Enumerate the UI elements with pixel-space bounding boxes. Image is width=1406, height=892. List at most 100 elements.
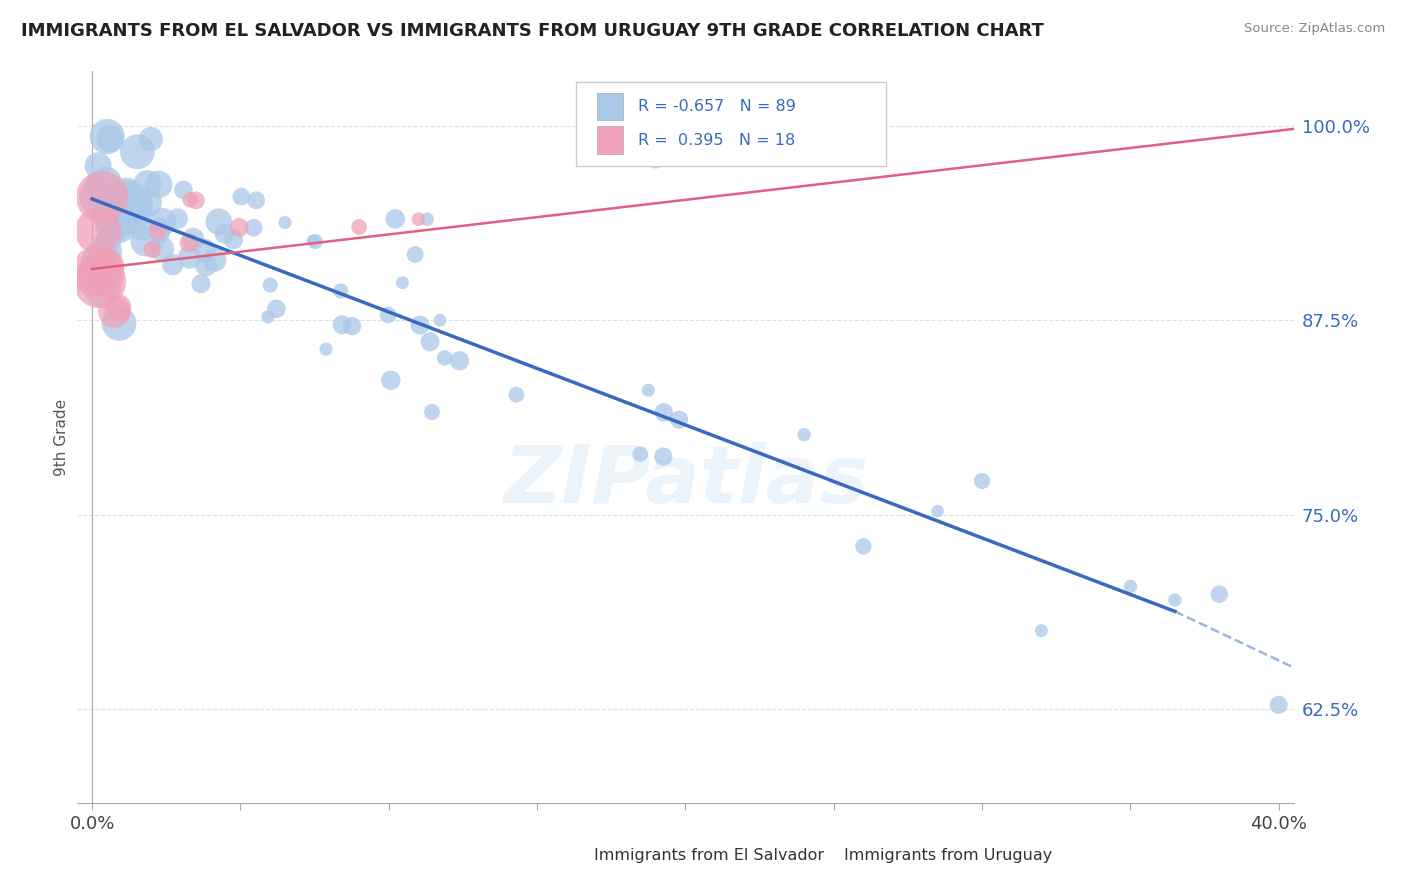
Point: [94, 175, 117, 189]
Point: [89, 275, 111, 289]
Point: [416, 212, 439, 227]
Point: [304, 235, 326, 249]
Point: [115, 189, 138, 203]
Point: [668, 412, 690, 426]
Point: [734, 122, 756, 136]
Point: [652, 450, 675, 464]
Point: [124, 197, 146, 211]
Text: R =  0.395   N = 18: R = 0.395 N = 18: [638, 133, 796, 147]
Point: [380, 373, 402, 387]
Point: [433, 351, 456, 365]
Point: [181, 232, 204, 246]
Point: [93, 244, 115, 259]
Point: [89, 259, 111, 273]
Point: [793, 427, 815, 442]
Point: [135, 234, 157, 248]
Point: [122, 204, 145, 219]
Point: [408, 212, 430, 227]
Point: [852, 540, 875, 554]
Point: [107, 211, 129, 226]
Point: [107, 300, 129, 314]
Point: [329, 284, 352, 298]
Point: [245, 194, 267, 208]
Point: [242, 220, 264, 235]
Point: [449, 354, 471, 368]
Point: [1031, 624, 1053, 638]
Point: [222, 233, 245, 247]
Point: [1267, 698, 1289, 712]
Point: [384, 212, 406, 227]
Point: [644, 153, 666, 167]
Point: [257, 310, 280, 324]
Point: [266, 301, 288, 316]
Point: [391, 276, 413, 290]
FancyBboxPatch shape: [596, 126, 623, 154]
Point: [96, 129, 118, 144]
Point: [96, 190, 118, 204]
Point: [637, 383, 659, 397]
Point: [628, 447, 651, 461]
Text: Immigrants from Uruguay: Immigrants from Uruguay: [844, 848, 1052, 863]
Point: [139, 132, 162, 146]
Point: [108, 210, 131, 224]
FancyBboxPatch shape: [576, 82, 886, 167]
Point: [274, 216, 297, 230]
Point: [194, 244, 217, 258]
Point: [94, 259, 117, 273]
Y-axis label: 9th Grade: 9th Grade: [53, 399, 69, 475]
Point: [148, 178, 170, 192]
FancyBboxPatch shape: [596, 93, 623, 120]
Point: [315, 342, 337, 356]
Point: [90, 195, 112, 210]
Text: Immigrants from El Salvador: Immigrants from El Salvador: [595, 848, 824, 863]
Point: [108, 219, 131, 234]
Point: [127, 145, 149, 159]
Point: [190, 277, 212, 291]
Point: [195, 258, 218, 272]
Point: [149, 221, 172, 235]
Point: [652, 405, 675, 419]
Point: [340, 319, 363, 334]
Point: [184, 194, 207, 208]
Point: [93, 249, 115, 263]
Point: [87, 224, 110, 238]
Point: [429, 313, 451, 327]
Point: [970, 474, 993, 488]
Point: [87, 190, 110, 204]
Point: [96, 199, 118, 213]
Point: [141, 243, 163, 257]
Point: [301, 234, 323, 248]
Point: [179, 250, 201, 264]
Point: [146, 224, 169, 238]
Point: [231, 190, 253, 204]
Point: [87, 265, 110, 279]
Point: [420, 405, 443, 419]
Point: [1208, 587, 1230, 601]
Point: [347, 219, 370, 234]
Point: [409, 318, 432, 332]
Point: [136, 177, 159, 191]
Point: [214, 227, 236, 241]
Point: [1119, 579, 1142, 593]
Point: [204, 252, 226, 267]
Point: [259, 278, 281, 293]
Point: [172, 183, 194, 197]
Point: [150, 215, 173, 229]
Point: [87, 266, 110, 280]
Point: [330, 318, 353, 332]
FancyBboxPatch shape: [558, 844, 588, 867]
Point: [108, 317, 131, 331]
Point: [419, 334, 441, 349]
Point: [91, 190, 114, 204]
Point: [149, 226, 172, 240]
Point: [98, 131, 121, 145]
Text: ZIPatlas: ZIPatlas: [503, 442, 868, 520]
Text: R = -0.657   N = 89: R = -0.657 N = 89: [638, 99, 796, 114]
Point: [927, 504, 949, 518]
Point: [91, 283, 114, 297]
Point: [505, 387, 527, 401]
Point: [87, 178, 110, 193]
Point: [179, 235, 201, 250]
Point: [162, 258, 184, 272]
Text: Source: ZipAtlas.com: Source: ZipAtlas.com: [1244, 22, 1385, 36]
